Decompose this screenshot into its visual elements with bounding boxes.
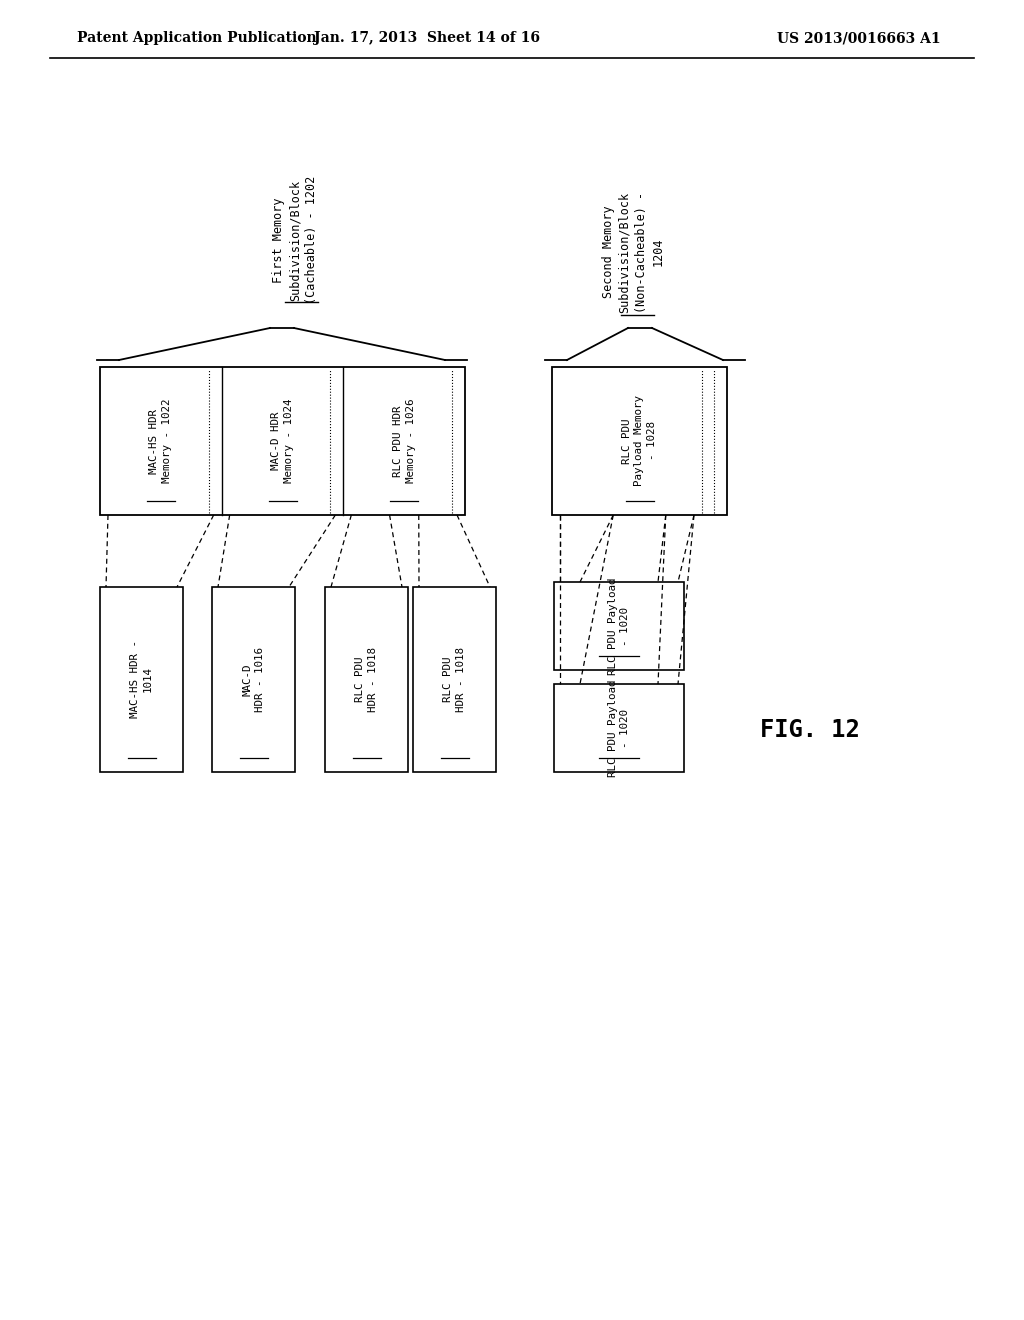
Bar (554, 684, 684, 772)
Text: MAC-HS HDR -
1014: MAC-HS HDR - 1014 (130, 640, 153, 718)
Text: First Memory
Subdivision/Block
(Cacheable) - 1202: First Memory Subdivision/Block (Cacheabl… (272, 176, 318, 304)
Bar (413, 587, 496, 772)
Text: Patent Application Publication: Patent Application Publication (77, 30, 316, 45)
Bar (212, 587, 295, 772)
Text: Second Memory
Subdivision/Block
(Non-Cacheable) -
1204: Second Memory Subdivision/Block (Non-Cac… (602, 191, 665, 313)
Bar (100, 367, 465, 515)
Text: RLC PDU Payload
- 1020: RLC PDU Payload - 1020 (607, 577, 631, 675)
Bar (100, 587, 183, 772)
Text: US 2013/0016663 A1: US 2013/0016663 A1 (777, 30, 941, 45)
Text: RLC PDU
HDR - 1018: RLC PDU HDR - 1018 (443, 647, 466, 711)
Text: MAC-D HDR
Memory - 1024: MAC-D HDR Memory - 1024 (271, 399, 294, 483)
Text: RLC PDU Payload
- 1020: RLC PDU Payload - 1020 (607, 680, 631, 776)
Bar (325, 587, 408, 772)
Text: MAC-HS HDR
Memory - 1022: MAC-HS HDR Memory - 1022 (150, 399, 172, 483)
Text: RLC PDU HDR
Memory - 1026: RLC PDU HDR Memory - 1026 (393, 399, 416, 483)
Text: RLC PDU
Payload Memory
- 1028: RLC PDU Payload Memory - 1028 (622, 396, 657, 487)
Bar (554, 582, 684, 671)
Text: FIG. 12: FIG. 12 (760, 718, 860, 742)
Text: Jan. 17, 2013  Sheet 14 of 16: Jan. 17, 2013 Sheet 14 of 16 (314, 30, 540, 45)
Text: MAC-D
HDR - 1016: MAC-D HDR - 1016 (242, 647, 265, 711)
Bar (552, 367, 727, 515)
Text: RLC PDU
HDR - 1018: RLC PDU HDR - 1018 (355, 647, 378, 711)
